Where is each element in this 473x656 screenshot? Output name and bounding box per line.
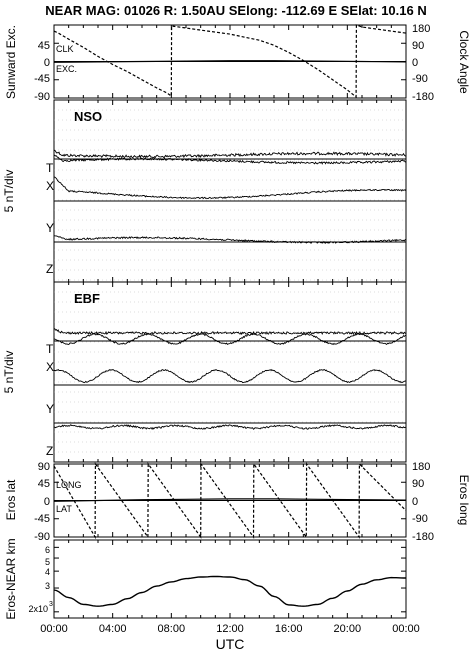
- p4-ytick-0: 0: [44, 496, 50, 508]
- p5-ytick-3: 3: [45, 581, 50, 591]
- panel-distance-frame: [53, 539, 407, 619]
- p5-ytick-2x10: 2x10: [28, 604, 48, 614]
- p1-series-exc: [53, 60, 407, 63]
- p1-ytick-m45: -45: [34, 73, 50, 85]
- p4-ytick-m45: -45: [34, 513, 50, 525]
- p1-y2tick-m90: -90: [412, 73, 428, 85]
- p1-y2tick-90: 90: [412, 40, 424, 52]
- p1-ylabel: Sunward Exc.: [4, 25, 18, 99]
- ebf-trace-y: [53, 368, 407, 384]
- nso-trace-y: [54, 176, 407, 200]
- p5-ytick-exponent: 3: [49, 601, 53, 608]
- nso-comp-t: T: [46, 161, 54, 175]
- xtick-0000: 00:00: [40, 623, 68, 635]
- ebf-comp-z: Z: [46, 444, 53, 458]
- p4-y2tick-90: 90: [412, 478, 424, 490]
- p4-y2tick-m180: -180: [412, 531, 434, 543]
- p4-series-long: [53, 462, 407, 540]
- p1-y2tick-0: 0: [412, 57, 418, 69]
- xtick-2000: 20:00: [334, 623, 362, 635]
- p5-ytick-6: 6: [45, 545, 50, 555]
- nso-comp-z: Z: [46, 262, 53, 276]
- nso-ylabel: 5 nT/div: [2, 170, 16, 213]
- p4-y2tick-0: 0: [412, 496, 418, 508]
- p1-ytick-0: 0: [44, 57, 50, 69]
- nso-comp-y: Y: [46, 221, 54, 235]
- p1-annot-exc: EXC.: [56, 64, 77, 74]
- p5-ylabel: Eros-NEAR km: [4, 538, 18, 619]
- p5-series-distance: [53, 575, 406, 607]
- chart-marks: [53, 24, 407, 618]
- p4-annot-lat: LAT: [56, 504, 72, 514]
- figure-title: NEAR MAG: 01026 R: 1.50AU SElong: -112.6…: [45, 3, 426, 18]
- p4-series-lat: [53, 498, 407, 502]
- nso-label: NSO: [74, 109, 102, 124]
- xtick-1600: 16:00: [275, 623, 303, 635]
- x-axis-label: UTC: [216, 636, 245, 652]
- nso-trace-z: [54, 235, 407, 244]
- nso-trace-x: [53, 154, 407, 165]
- p1-ytick-45: 45: [38, 40, 50, 52]
- ebf-label: EBF: [74, 291, 100, 306]
- p4-y2label: Eros long: [457, 475, 471, 526]
- ebf-trace-x: [53, 332, 407, 346]
- ebf-comp-x: X: [46, 360, 54, 374]
- p4-ytick-m90: -90: [34, 531, 50, 543]
- ebf-ylabel: 5 nT/div: [2, 351, 16, 394]
- p5-ytick-4: 4: [45, 567, 50, 577]
- p1-y2label: Clock Angle: [457, 30, 471, 94]
- nso-trace-t: [53, 149, 407, 159]
- xtick-0800: 08:00: [158, 623, 186, 635]
- p4-annot-long: LONG: [56, 480, 82, 490]
- p4-ytick-45: 45: [38, 478, 50, 490]
- p4-y2tick-m90: -90: [412, 513, 428, 525]
- p1-annot-clk: CLK: [56, 44, 74, 54]
- xtick-2400: 00:00: [392, 623, 420, 635]
- nso-comp-x: X: [46, 179, 54, 193]
- xtick-1200: 12:00: [216, 623, 244, 635]
- p4-ylabel: Eros lat: [4, 479, 18, 520]
- ebf-comp-t: T: [46, 342, 54, 356]
- xtick-0400: 04:00: [99, 623, 127, 635]
- ebf-trace-t: [53, 328, 407, 336]
- p5-ytick-5: 5: [45, 557, 50, 567]
- p1-y2tick-180: 180: [412, 23, 430, 35]
- p1-ytick-m90: -90: [34, 91, 50, 103]
- ebf-trace-z: [53, 424, 407, 430]
- p4-ytick-90: 90: [38, 461, 50, 473]
- ebf-comp-y: Y: [46, 402, 54, 416]
- p4-y2tick-180: 180: [412, 461, 430, 473]
- panel-nso-frame: [53, 99, 407, 283]
- p1-y2tick-m180: -180: [412, 91, 434, 103]
- p1-series-clk: [53, 24, 407, 99]
